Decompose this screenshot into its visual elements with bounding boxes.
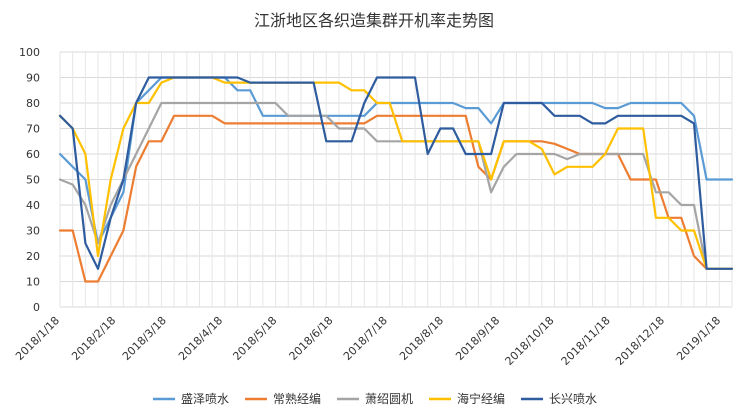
- legend-label: 盛泽喷水: [181, 391, 229, 406]
- x-tick-label: 2018/3/18: [120, 314, 169, 363]
- y-tick-label: 10: [26, 276, 40, 289]
- x-tick-label: 2018/5/18: [230, 314, 279, 363]
- x-tick-label: 2018/2/18: [69, 314, 118, 363]
- legend-label: 海宁经编: [457, 391, 505, 406]
- y-tick-label: 40: [26, 199, 40, 212]
- x-tick-label: 2018/4/18: [176, 314, 225, 363]
- y-tick-label: 60: [26, 148, 40, 161]
- legend-label: 常熟经编: [273, 391, 321, 406]
- x-tick-label: 2019/1/18: [674, 314, 723, 363]
- y-axis: 0 10 20 30 40 50 60 70 80 90 100: [19, 46, 40, 314]
- y-tick-label: 30: [26, 225, 40, 238]
- chart-title: 江浙地区各织造集群开机率走势图: [254, 11, 494, 30]
- x-tick-label: 2018/11/18: [559, 314, 613, 368]
- y-tick-label: 0: [33, 301, 40, 314]
- x-tick-label: 2018/6/18: [287, 314, 336, 363]
- x-tick-label: 2018/7/18: [341, 314, 390, 363]
- x-tick-label: 2018/8/18: [397, 314, 446, 363]
- x-tick-label: 2018/12/18: [613, 314, 667, 368]
- x-tick-label: 2018/1/18: [13, 314, 62, 363]
- series-line-2: [58, 114, 734, 283]
- y-tick-label: 70: [26, 123, 40, 136]
- series-lines: [58, 76, 734, 283]
- x-axis: 2018/1/18 2018/2/18 2018/3/18 2018/4/18 2018…: [13, 314, 723, 368]
- series-line-3: [58, 101, 734, 270]
- x-tick-label: 2018/9/18: [453, 314, 502, 363]
- legend-label: 萧绍圆机: [365, 392, 413, 406]
- legend: 盛泽喷水 常熟经编 萧绍圆机 海宁经编 长兴喷水: [153, 391, 597, 406]
- y-tick-label: 50: [26, 174, 40, 187]
- y-tick-label: 90: [26, 72, 40, 85]
- grid: [59, 51, 733, 308]
- legend-label: 长兴喷水: [549, 392, 597, 406]
- y-tick-label: 80: [26, 97, 40, 110]
- y-tick-label: 100: [19, 46, 40, 59]
- x-tick-label: 2018/10/18: [503, 314, 557, 368]
- series-line-5: [58, 76, 734, 270]
- y-tick-label: 20: [26, 250, 40, 263]
